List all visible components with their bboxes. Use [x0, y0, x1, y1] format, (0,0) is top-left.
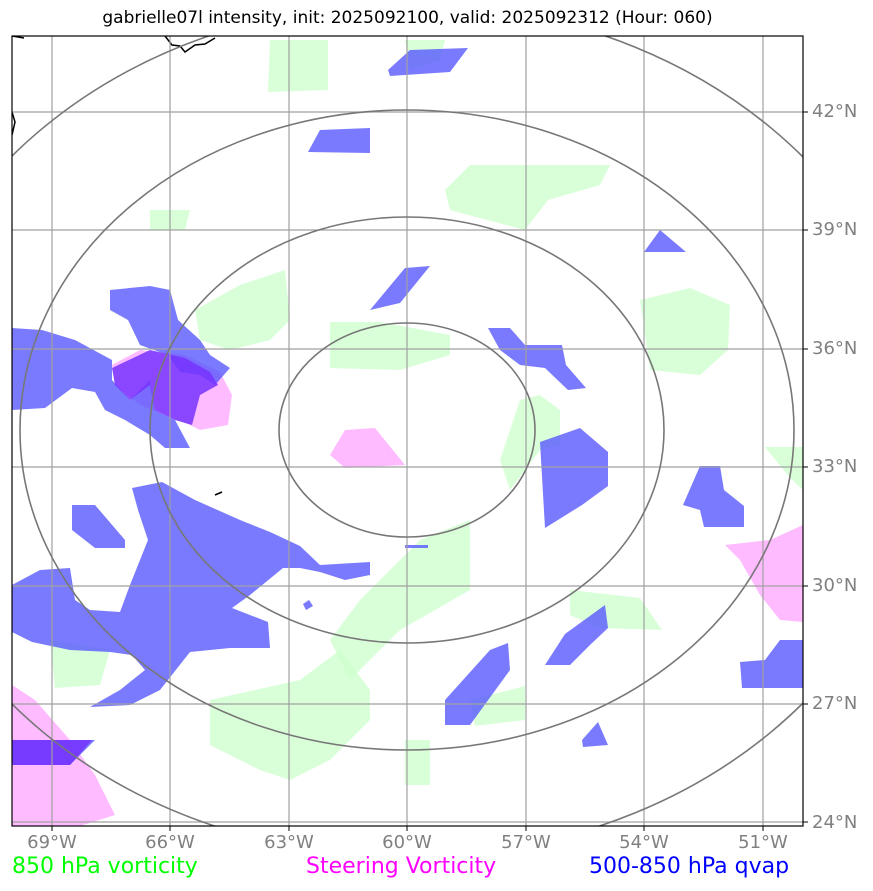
qvap-region [303, 600, 313, 610]
qvap-region [582, 722, 608, 747]
vorticity-850-region [195, 270, 290, 350]
vorticity-850-region [210, 650, 370, 780]
lon-label: 66°W [145, 832, 195, 853]
qvap-region [405, 545, 428, 548]
lon-label: 69°W [27, 832, 77, 853]
lat-label: 39°N [812, 219, 858, 240]
axis-ticks [51, 111, 808, 831]
lat-label: 30°N [812, 575, 858, 596]
lon-label: 51°W [738, 832, 788, 853]
lat-lon-grid [12, 36, 803, 826]
qvap-region [545, 605, 608, 665]
vorticity-850-layer [50, 40, 803, 785]
plot-title: gabrielle07l intensity, init: 2025092100… [102, 8, 713, 28]
vorticity-850-region [500, 395, 560, 490]
qvap-region [388, 48, 468, 76]
qvap-region [308, 128, 370, 153]
lat-label: 42°N [812, 101, 858, 122]
vorticity-850-region [268, 40, 328, 92]
vorticity-850-region [640, 288, 730, 375]
vorticity-850-region [50, 640, 110, 688]
lat-label: 27°N [812, 693, 858, 714]
qvap-region [683, 466, 744, 527]
legend-steering-vorticity: Steering Vorticity [306, 854, 497, 879]
vorticity-850-region [330, 322, 450, 370]
vorticity-850-region [765, 447, 803, 490]
steering-vorticity-region [330, 428, 405, 468]
lat-label: 24°N [812, 812, 858, 833]
qvap-region [370, 266, 430, 310]
lon-label: 57°W [501, 832, 551, 853]
lon-label: 63°W [264, 832, 314, 853]
lon-label: 60°W [382, 832, 432, 853]
qvap-region [488, 328, 586, 390]
range-ring [19, 109, 795, 751]
vorticity-850-region [405, 740, 430, 785]
lat-label: 33°N [812, 456, 858, 477]
steering-vorticity-region [725, 525, 803, 622]
qvap-region [740, 640, 803, 688]
qvap-region [644, 230, 686, 252]
legend-qvap: 500-850 hPa qvap [589, 854, 790, 879]
range-rings [12, 36, 803, 826]
range-ring [278, 322, 536, 538]
qvap-region [12, 482, 370, 707]
overlap-region [112, 350, 218, 425]
vorticity-850-region [470, 686, 525, 726]
range-ring [149, 216, 665, 644]
vorticity-850-region [445, 165, 610, 230]
legend-850-vorticity: 850 hPa vorticity [12, 854, 198, 879]
qvap-region [540, 428, 608, 528]
lat-label: 36°N [812, 338, 858, 359]
lon-label: 54°W [619, 832, 669, 853]
qvap-region [72, 505, 125, 548]
qvap-region [12, 328, 190, 448]
